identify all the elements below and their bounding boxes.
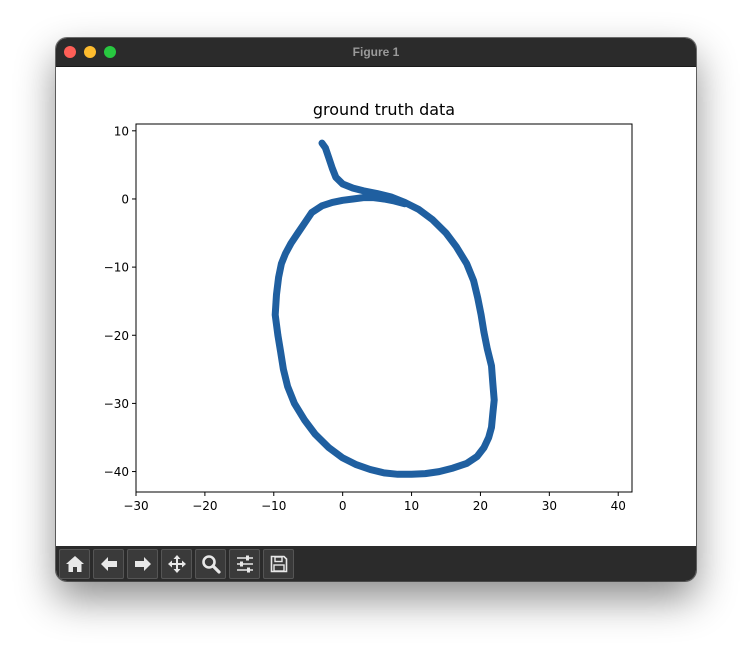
window-title: Figure 1 <box>352 45 400 59</box>
y-tick-label: −10 <box>104 261 129 275</box>
minimize-window-button[interactable] <box>84 46 96 58</box>
forward-button[interactable] <box>127 549 158 579</box>
x-tick-label: −20 <box>192 499 217 513</box>
title-bar: Figure 1 <box>56 38 696 67</box>
floppy-disk-icon <box>270 555 287 573</box>
plot-frame <box>135 123 633 493</box>
x-tick-label: 10 <box>404 499 419 513</box>
home-icon <box>65 556 84 572</box>
chart-title: ground truth data <box>313 100 455 119</box>
series-line-0 <box>271 139 498 478</box>
move-icon <box>167 555 186 573</box>
x-tick-label: −10 <box>261 499 286 513</box>
arrow-left-icon <box>100 557 117 571</box>
zoom-button[interactable] <box>195 549 226 579</box>
y-tick-label: −40 <box>104 465 129 479</box>
figure-window: Figure 1 ground truth data −30 −20 −10 0 10 2… <box>56 38 696 581</box>
x-tick-label: 0 <box>339 499 347 513</box>
configure-subplots-button[interactable] <box>229 549 260 579</box>
y-tick-label: 10 <box>114 124 129 138</box>
y-tick-label: −30 <box>104 397 129 411</box>
x-tick-label: −30 <box>123 499 148 513</box>
home-button[interactable] <box>59 549 90 579</box>
toolbar <box>56 546 696 581</box>
x-tick-label: 20 <box>473 499 488 513</box>
x-tick-label: 40 <box>611 499 626 513</box>
figure-canvas: ground truth data −30 −20 −10 0 10 20 30 40 10 0 −… <box>56 67 696 546</box>
close-window-button[interactable] <box>64 46 76 58</box>
maximize-window-button[interactable] <box>104 46 116 58</box>
save-button[interactable] <box>263 549 294 579</box>
magnifier-icon <box>201 555 221 574</box>
chart: ground truth data −30 −20 −10 0 10 20 30 40 10 0 −… <box>104 100 633 513</box>
back-button[interactable] <box>93 549 124 579</box>
arrow-right-icon <box>134 557 151 571</box>
y-tick-label: 0 <box>121 192 129 206</box>
x-tick-label: 30 <box>542 499 557 513</box>
y-tick-label: −20 <box>104 329 129 343</box>
sliders-icon <box>236 555 253 573</box>
pan-button[interactable] <box>161 549 192 579</box>
